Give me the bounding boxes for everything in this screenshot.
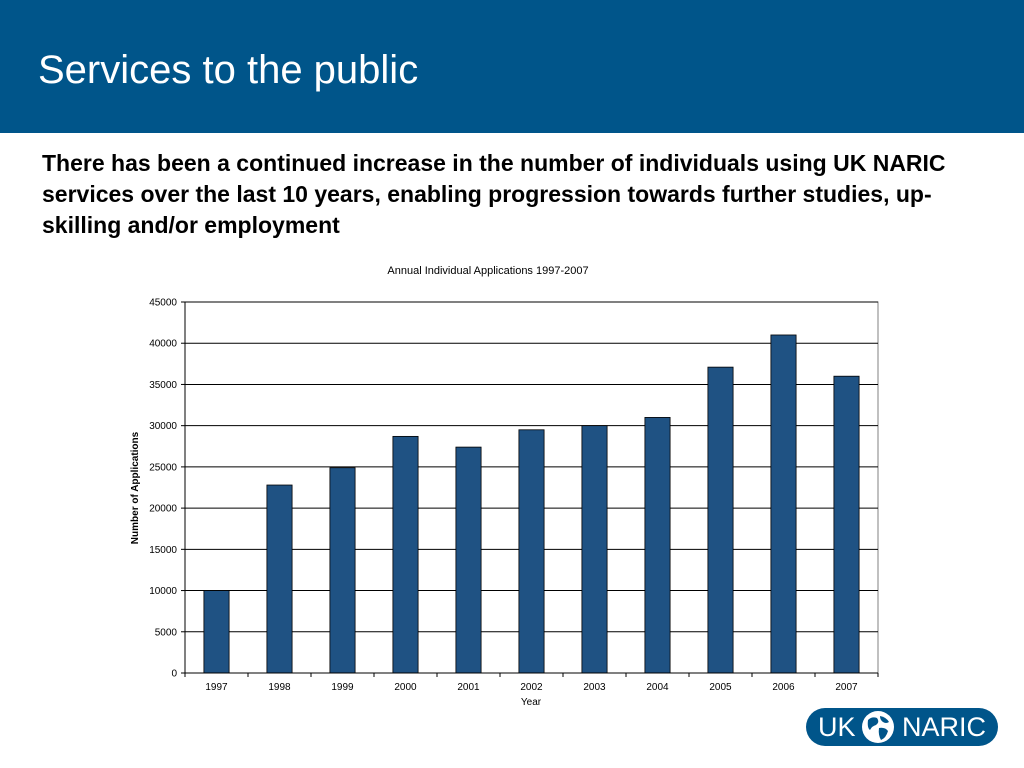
y-axis-label: Number of Applications (130, 431, 141, 544)
y-tick-label: 10000 (149, 586, 177, 597)
bar-2007 (833, 375, 860, 674)
y-tick-label: 25000 (149, 462, 177, 473)
y-tick-label: 30000 (149, 421, 177, 432)
x-tick-label: 2006 (772, 682, 795, 693)
bar-2001 (455, 446, 482, 674)
y-tick-label: 45000 (149, 298, 177, 309)
y-tick-label: 35000 (149, 380, 177, 391)
x-axis-label: Year (521, 697, 542, 708)
header-band: Services to the public (0, 0, 1024, 133)
bar-1998 (266, 484, 293, 674)
bar-2002 (518, 429, 545, 674)
x-tick-label: 1997 (205, 682, 228, 693)
chart-title: Annual Individual Applications 1997-2007 (387, 265, 588, 277)
bar-2004 (644, 417, 671, 674)
y-axis-ticks: 0 5000 10000 15000 20000 25000 30000 35000 40000… (149, 298, 185, 680)
y-tick-label: 5000 (155, 627, 178, 638)
x-tick-label: 2001 (457, 682, 480, 693)
logo-text-uk: UK (818, 712, 856, 742)
uk-naric-logo: UK NARIC (806, 708, 998, 746)
logo-text-naric: NARIC (902, 712, 987, 742)
x-axis-ticks: 1997 1998 1999 2000 2001 2002 2003 2004 2005 2006… (184, 673, 879, 693)
x-tick-label: 1998 (268, 682, 291, 693)
x-tick-label: 2000 (394, 682, 417, 693)
y-tick-label: 20000 (149, 504, 177, 515)
x-tick-label: 2005 (709, 682, 732, 693)
bars (203, 334, 860, 674)
y-tick-label: 15000 (149, 545, 177, 556)
bar-2005 (707, 366, 734, 674)
y-tick-label: 0 (171, 669, 177, 680)
x-tick-label: 2003 (583, 682, 606, 693)
slide-title: Services to the public (38, 48, 419, 92)
bar-1997 (203, 590, 230, 674)
x-tick-label: 2007 (835, 682, 858, 693)
slide-subtitle: There has been a continued increase in t… (42, 150, 946, 238)
y-tick-label: 40000 (149, 339, 177, 350)
bar-2000 (392, 435, 419, 674)
bar-2003 (581, 425, 608, 674)
bar-2006 (770, 334, 797, 674)
x-tick-label: 1999 (331, 682, 354, 693)
bar-1999 (329, 467, 356, 674)
x-tick-label: 2002 (520, 682, 543, 693)
x-tick-label: 2004 (646, 682, 669, 693)
globe-icon (862, 711, 894, 743)
